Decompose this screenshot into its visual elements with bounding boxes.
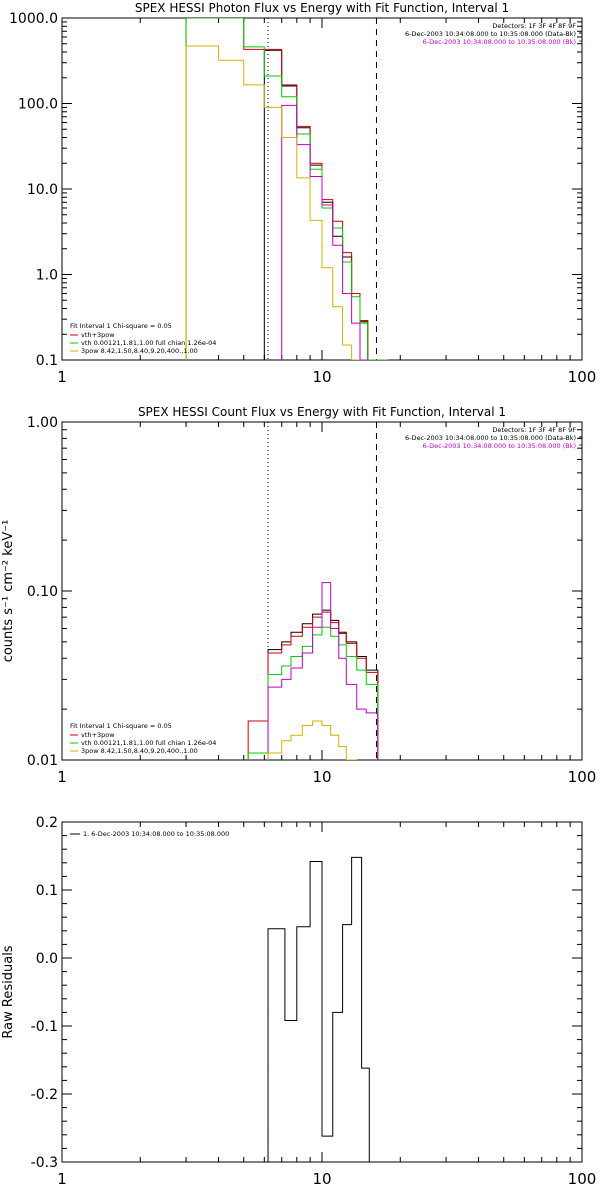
- legend-label: 1. 6-Dec-2003 10:34:08.000 to 10:35:08.0…: [83, 830, 229, 838]
- x-tick-label: 10: [312, 1170, 331, 1188]
- series-3-histogram: [185, 18, 389, 360]
- legend-label: vth+3pow: [81, 731, 115, 739]
- legend-label: vth+3pow: [81, 331, 115, 339]
- plot-panel-3: 1 10 100 -0.3 -0.2 -0.1 0.0 0.1 0.2 Raw Residuals…: [1, 815, 596, 1188]
- x-tick-label: 10: [312, 768, 331, 786]
- y-tick-label: -0.1: [31, 1019, 58, 1035]
- legend-label: vth 0.00121,1.81,1.00 full chian 1.26e-0…: [81, 739, 216, 747]
- plot-panel-2: SPEX HESSI Count Flux vs Energy with Fit…: [1, 405, 596, 786]
- y-axis-label: Raw Residuals: [1, 945, 16, 1038]
- info-line: Detectors: 1F 3F 4F 8F 9F: [492, 22, 576, 30]
- info-line: 6-Dec-2003 10:34:08.000 to 10:35:08.000 …: [405, 30, 576, 38]
- series-3-histogram: [247, 626, 379, 760]
- series-1-histogram: [267, 609, 379, 760]
- x-tick-label: 100: [568, 1170, 597, 1188]
- y-tick-label: 0.0: [36, 951, 58, 967]
- chart-title: SPEX HESSI Photon Flux vs Energy with Fi…: [135, 1, 509, 15]
- info-line: Detectors: 1F 3F 4F 8F 9F: [492, 426, 576, 434]
- x-tick-label: 100: [568, 768, 597, 786]
- info-line: 6-Dec-2003 10:34:08.000 to 10:35:08.000 …: [423, 38, 576, 46]
- series-4-histogram: [267, 582, 379, 760]
- y-tick-label: 100.0: [18, 97, 58, 113]
- y-tick-label: 1.0: [36, 268, 58, 284]
- y-tick-label: 0.1: [36, 353, 58, 369]
- y-tick-label: 1000.0: [9, 11, 58, 27]
- plot-panel-1: SPEX HESSI Photon Flux vs Energy with Fi…: [9, 1, 596, 386]
- x-tick-label: 100: [568, 368, 597, 386]
- x-tick-label: 1: [57, 1170, 67, 1188]
- legend-label: 3pow 8.42,1.50,8.40,9.20,400.,1.00: [81, 347, 198, 355]
- series-5-histogram: [185, 45, 360, 360]
- y-tick-label: 0.10: [27, 584, 58, 600]
- y-tick-label: -0.3: [31, 1155, 58, 1171]
- y-tick-label: 0.2: [36, 815, 58, 831]
- x-tick-label: 1: [57, 368, 67, 386]
- legend-label: 3pow 8.42,1.50,8.40,9.20,400.,1.00: [81, 747, 198, 755]
- chart-title: SPEX HESSI Count Flux vs Energy with Fit…: [138, 405, 506, 419]
- y-axis-label: counts s⁻¹ cm⁻² keV⁻¹: [1, 520, 16, 663]
- info-line: 6-Dec-2003 10:34:08.000 to 10:35:08.000 …: [423, 442, 576, 450]
- y-tick-label: 0.1: [36, 883, 58, 899]
- y-tick-label: 1.00: [27, 415, 58, 431]
- y-tick-label: 10.0: [27, 182, 58, 198]
- series-1-histogram: [267, 856, 378, 1162]
- fit-info-text: Fit Interval 1 Chi-square = 0.05: [70, 722, 172, 730]
- fit-info-text: Fit Interval 1 Chi-square = 0.05: [70, 322, 172, 330]
- y-tick-label: 0.01: [27, 753, 58, 769]
- series-5-histogram: [267, 720, 357, 760]
- series-2-histogram: [185, 18, 389, 360]
- x-tick-label: 1: [57, 768, 67, 786]
- x-tick-label: 10: [312, 368, 331, 386]
- series-4-histogram: [281, 104, 368, 360]
- y-tick-label: -0.2: [31, 1087, 58, 1103]
- legend-label: vth 0.00121,1.81,1.00 full chian 1.26e-0…: [81, 339, 216, 347]
- info-line: 6-Dec-2003 10:34:08.000 to 10:35:08.000 …: [405, 434, 576, 442]
